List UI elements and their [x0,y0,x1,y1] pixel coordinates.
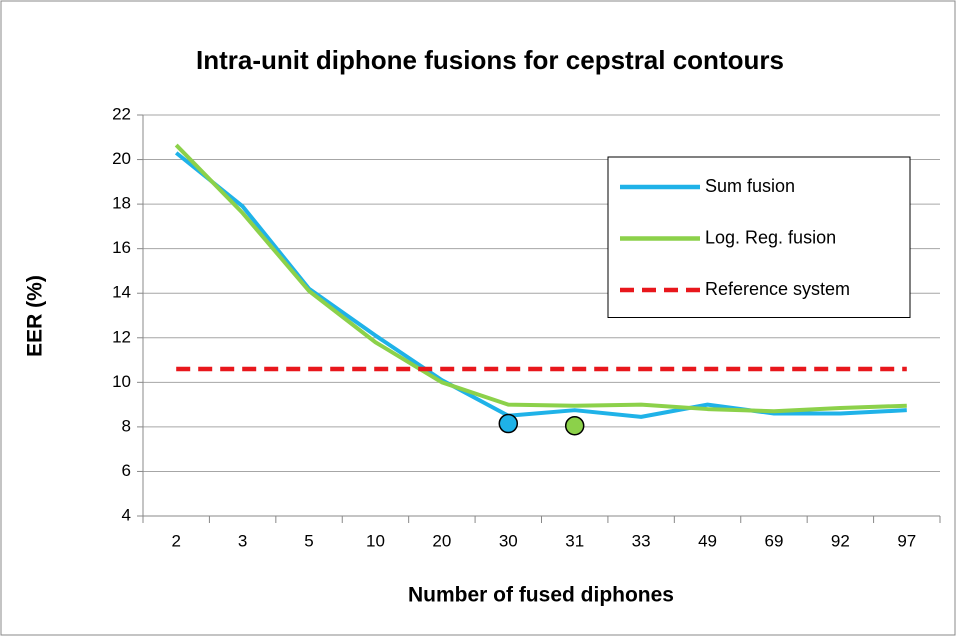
legend-label: Log. Reg. fusion [705,227,836,247]
x-tick-label: 49 [698,531,717,550]
y-tick-label: 22 [112,104,131,123]
y-tick-label: 12 [112,327,131,346]
x-tick-label: 20 [432,531,451,550]
legend-label: Reference system [705,279,850,299]
x-tick-label: 92 [831,531,850,550]
x-tick-label: 30 [499,531,518,550]
marker [498,413,519,434]
y-tick-label: 6 [122,461,131,480]
y-tick-label: 10 [112,372,131,391]
y-axis-label: EER (%) [24,275,47,357]
x-axis-label: Number of fused diphones [408,584,674,607]
x-tick-label: 33 [632,531,651,550]
y-tick-label: 16 [112,238,131,257]
x-tick-label: 3 [238,531,247,550]
y-tick-label: 4 [122,505,131,524]
x-tick-label: 69 [764,531,783,550]
series-line [174,143,907,414]
y-tick-label: 14 [112,283,131,302]
y-tick-label: 18 [112,194,131,213]
marker [564,416,585,436]
x-tick-label: 2 [171,531,180,550]
x-tick-label: 97 [897,531,916,550]
chart-title: Intra-unit diphone fusions for cepstral … [196,45,784,75]
x-tick-label: 10 [366,531,385,550]
x-tick-label: 5 [304,531,313,550]
legend-label: Sum fusion [705,176,795,196]
y-tick-label: 8 [122,416,131,435]
x-tick-label: 31 [565,531,584,550]
y-tick-label: 20 [112,149,131,168]
